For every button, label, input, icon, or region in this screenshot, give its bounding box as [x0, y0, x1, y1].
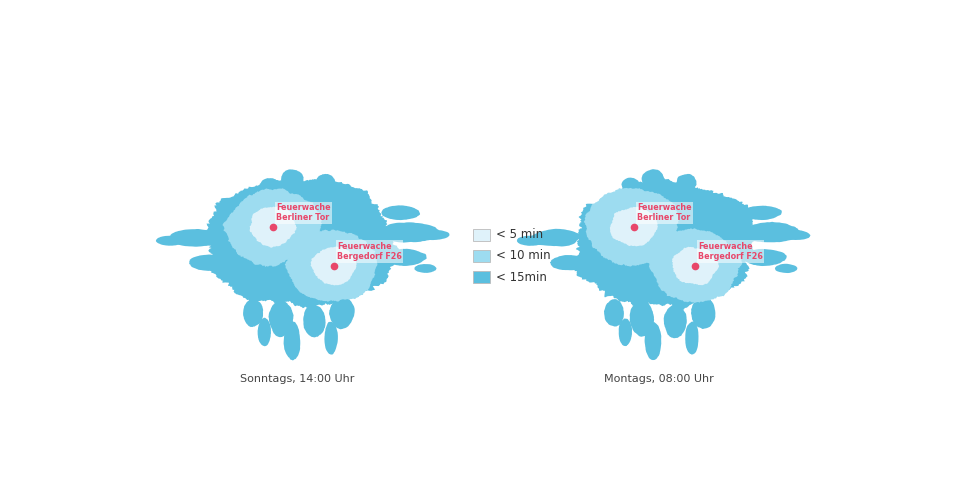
FancyBboxPatch shape — [472, 229, 491, 240]
Polygon shape — [381, 205, 420, 220]
Text: Feuerwache
Berliner Tor: Feuerwache Berliner Tor — [636, 203, 691, 222]
Polygon shape — [641, 169, 664, 190]
Polygon shape — [618, 319, 632, 346]
Polygon shape — [610, 207, 658, 246]
Polygon shape — [571, 177, 755, 310]
Polygon shape — [285, 229, 377, 302]
Polygon shape — [550, 255, 588, 270]
Polygon shape — [630, 300, 654, 337]
Text: Feuerwache
Bergedorf F26: Feuerwache Bergedorf F26 — [337, 242, 402, 261]
Text: Feuerwache
Berliner Tor: Feuerwache Berliner Tor — [276, 203, 330, 222]
Polygon shape — [672, 247, 719, 285]
Polygon shape — [740, 222, 802, 242]
Polygon shape — [742, 249, 786, 266]
Polygon shape — [644, 322, 661, 360]
Polygon shape — [257, 318, 271, 346]
Polygon shape — [584, 188, 679, 267]
Polygon shape — [685, 322, 699, 354]
Text: < 5 min: < 5 min — [496, 228, 543, 241]
Polygon shape — [223, 188, 323, 267]
Polygon shape — [156, 236, 184, 246]
Polygon shape — [516, 235, 545, 246]
Polygon shape — [316, 174, 335, 191]
Polygon shape — [170, 229, 221, 246]
Polygon shape — [742, 206, 781, 220]
Polygon shape — [531, 229, 580, 246]
Polygon shape — [243, 299, 263, 327]
Polygon shape — [604, 299, 624, 327]
FancyBboxPatch shape — [472, 271, 491, 283]
Text: < 10 min: < 10 min — [496, 249, 550, 263]
Polygon shape — [380, 249, 426, 266]
Polygon shape — [691, 297, 715, 329]
Polygon shape — [281, 169, 303, 190]
Polygon shape — [260, 178, 279, 193]
Polygon shape — [418, 230, 449, 240]
Polygon shape — [250, 206, 297, 248]
FancyBboxPatch shape — [472, 250, 491, 262]
Polygon shape — [189, 255, 229, 271]
Text: < 15min: < 15min — [496, 271, 547, 284]
Polygon shape — [663, 304, 686, 338]
Polygon shape — [648, 228, 742, 303]
Polygon shape — [329, 297, 354, 329]
Text: Sonntags, 14:00 Uhr: Sonntags, 14:00 Uhr — [241, 374, 355, 384]
Polygon shape — [324, 322, 338, 355]
Polygon shape — [311, 246, 357, 285]
Text: Feuerwache
Bergedorf F26: Feuerwache Bergedorf F26 — [698, 242, 763, 261]
Polygon shape — [775, 264, 798, 273]
Polygon shape — [269, 300, 294, 337]
Polygon shape — [303, 304, 325, 337]
Polygon shape — [204, 178, 399, 308]
Polygon shape — [283, 321, 300, 360]
Polygon shape — [621, 177, 640, 192]
Polygon shape — [779, 230, 810, 240]
Text: Montags, 08:00 Uhr: Montags, 08:00 Uhr — [604, 374, 713, 384]
Polygon shape — [379, 222, 439, 242]
Polygon shape — [677, 174, 697, 191]
Polygon shape — [415, 264, 437, 273]
